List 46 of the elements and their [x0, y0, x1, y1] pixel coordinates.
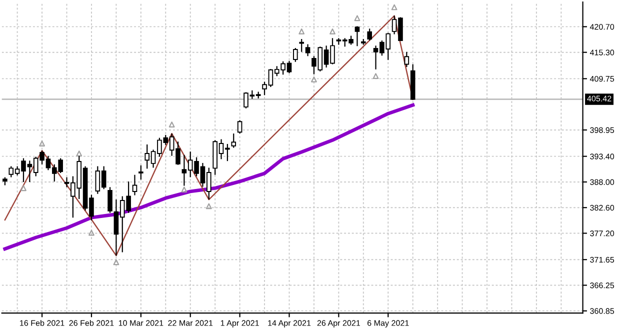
x-tick-label: 26 Feb 2021 — [69, 320, 114, 326]
candlestick — [108, 186, 112, 214]
ref-line-label: 405.42 — [587, 96, 612, 102]
x-tick-label: 16 Feb 2021 — [20, 320, 64, 326]
point — [88, 230, 94, 236]
candlestick — [231, 132, 236, 148]
point — [181, 186, 188, 193]
y-tick-label: 382.60 — [590, 204, 614, 211]
y-tick-label: 371.65 — [590, 256, 614, 263]
x-tick-label: 1 Apr 2021 — [220, 320, 259, 328]
point — [330, 28, 336, 34]
y-tick-label: 415.30 — [590, 50, 614, 56]
point — [298, 28, 305, 34]
point — [391, 4, 398, 10]
y-tick-label: 377.20 — [590, 230, 614, 236]
point — [20, 185, 26, 192]
x-tick-label: 26 Apr 2021 — [317, 320, 360, 328]
candlestick — [354, 26, 360, 47]
y-tick-label: 398.95 — [590, 127, 614, 133]
candlestick — [132, 174, 138, 196]
point — [39, 140, 45, 146]
candlestick — [293, 48, 298, 62]
point — [354, 15, 360, 22]
y-tick-label: 388.00 — [590, 179, 614, 185]
y-tick-label: 360.85 — [590, 308, 614, 314]
x-tick-label: 22 Mar 2021 — [168, 320, 213, 326]
point — [76, 150, 82, 156]
point — [113, 259, 120, 266]
x-tick-label: 10 Mar 2021 — [118, 320, 164, 326]
point — [206, 203, 212, 210]
point — [168, 122, 175, 128]
y-tick-label: 409.75 — [590, 76, 614, 82]
candlestick — [404, 51, 410, 68]
y-tick-label: 366.25 — [590, 282, 614, 288]
candlestick — [138, 164, 144, 180]
candlestick — [237, 120, 242, 134]
x-tick-label: 14 Apr 2021 — [268, 320, 311, 328]
candlestick — [299, 38, 304, 52]
y-tick-label: 420.70 — [590, 24, 614, 30]
point — [311, 76, 317, 82]
line-series — [3, 103, 415, 251]
candlestick — [305, 44, 310, 57]
x-tick-label: 6 May 2021 — [367, 320, 409, 328]
point — [372, 73, 379, 80]
candlestick — [367, 28, 372, 42]
y-tick-label: 393.40 — [590, 154, 614, 160]
